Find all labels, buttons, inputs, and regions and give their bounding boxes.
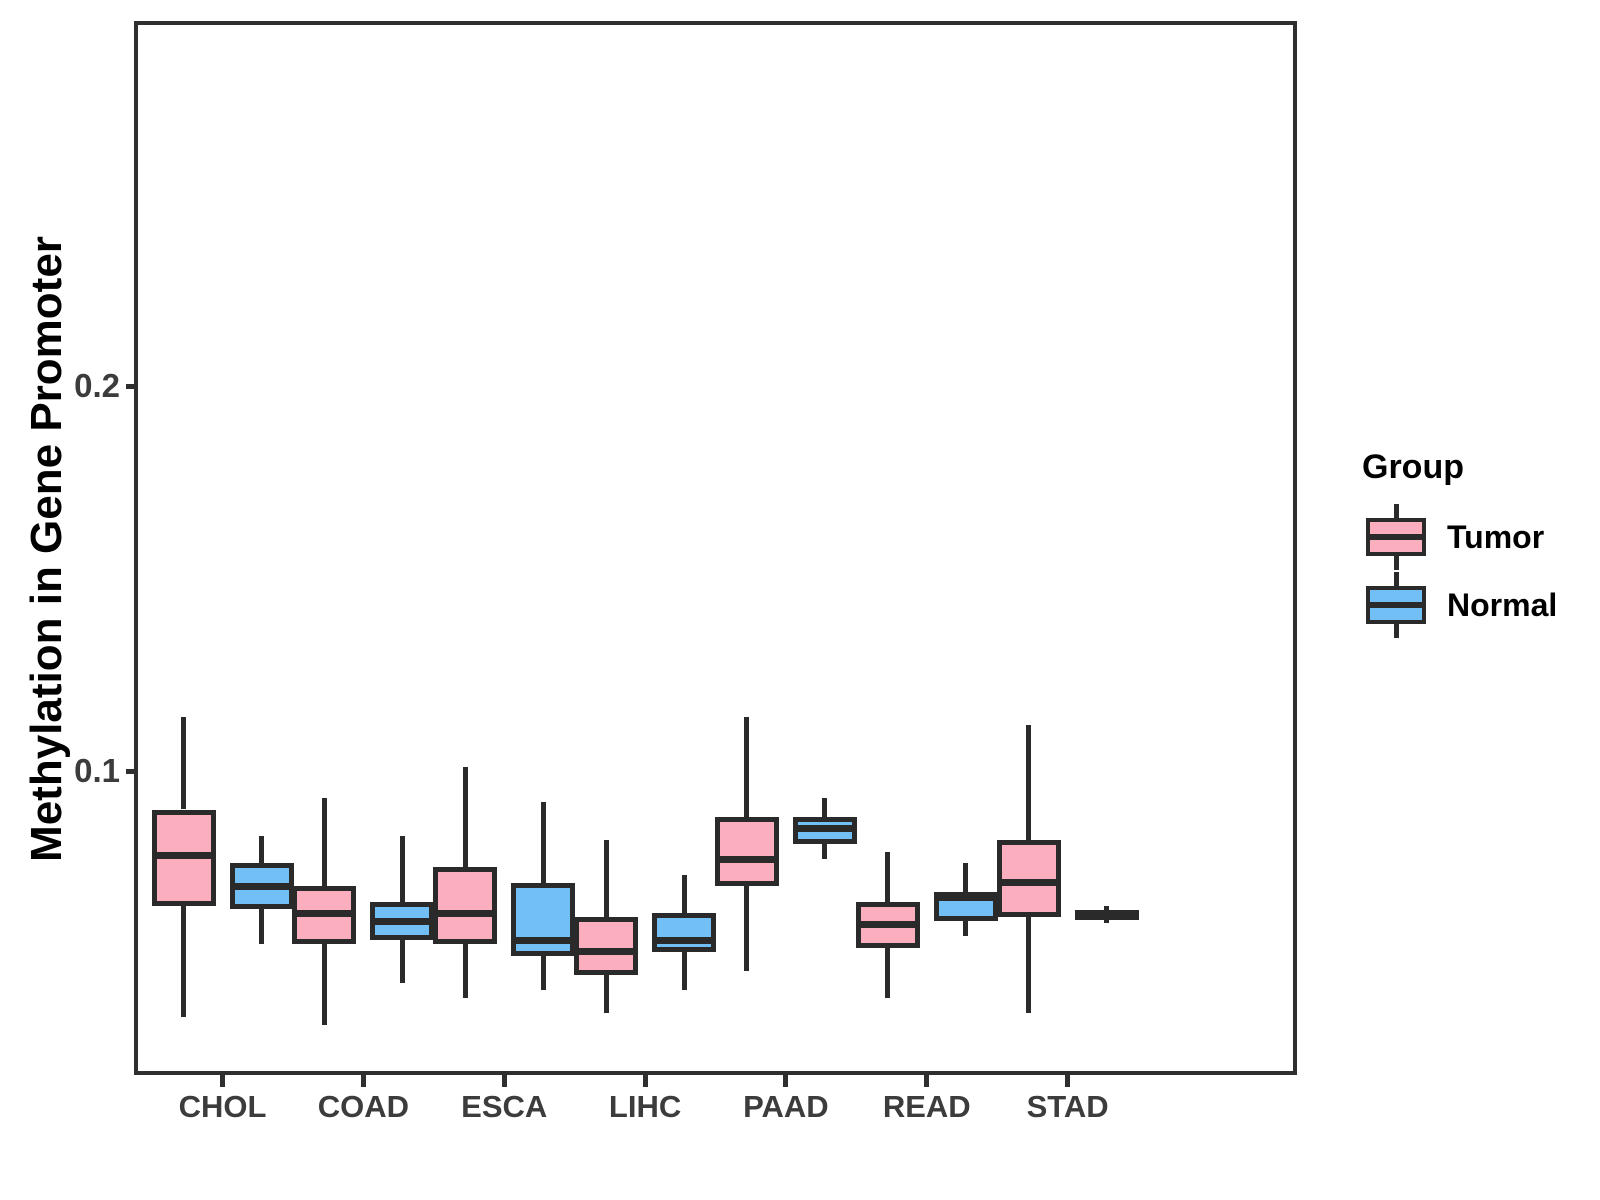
median-tumor-READ bbox=[860, 921, 915, 929]
upper-whisker-tumor-READ bbox=[885, 851, 891, 902]
legend-label-tumor: Tumor bbox=[1447, 519, 1545, 555]
upper-whisker-tumor-LIHC bbox=[603, 840, 609, 918]
box-normal-LIHC bbox=[652, 913, 717, 952]
upper-whisker-tumor-COAD bbox=[321, 797, 327, 887]
upper-whisker-normal-COAD bbox=[399, 836, 405, 902]
y-tick-mark-0.2 bbox=[126, 383, 138, 389]
lower-whisker-normal-PAAD bbox=[822, 844, 828, 860]
upper-whisker-normal-ESCA bbox=[540, 801, 546, 883]
upper-whisker-normal-LIHC bbox=[681, 874, 687, 914]
upper-whisker-normal-CHOL bbox=[259, 836, 264, 864]
lower-whisker-normal-CHOL bbox=[259, 909, 264, 945]
legend-glyph-median-tumor bbox=[1370, 534, 1422, 540]
legend-glyph-upper-whisker-normal bbox=[1393, 572, 1399, 586]
median-tumor-STAD bbox=[1001, 879, 1056, 887]
box-tumor-PAAD bbox=[714, 817, 779, 887]
x-tick-mark-READ bbox=[924, 1075, 930, 1087]
median-normal-READ bbox=[938, 894, 993, 902]
legend-glyph-upper-whisker-tumor bbox=[1393, 504, 1399, 518]
lower-whisker-normal-LIHC bbox=[681, 951, 687, 991]
upper-whisker-tumor-PAAD bbox=[744, 717, 750, 818]
lower-whisker-tumor-COAD bbox=[321, 944, 327, 1025]
x-tick-label-LIHC: LIHC bbox=[608, 1089, 682, 1124]
lower-whisker-normal-READ bbox=[963, 921, 969, 937]
median-normal-COAD bbox=[375, 917, 430, 925]
upper-whisker-tumor-STAD bbox=[1026, 724, 1032, 841]
upper-whisker-tumor-ESCA bbox=[462, 767, 468, 868]
legend-glyph-lower-whisker-normal bbox=[1393, 624, 1399, 638]
box-tumor-STAD bbox=[996, 840, 1061, 918]
y-tick-label-0.1: 0.1 bbox=[74, 752, 120, 790]
upper-whisker-normal-STAD bbox=[1104, 906, 1110, 911]
x-tick-mark-STAD bbox=[1065, 1075, 1071, 1087]
upper-whisker-normal-PAAD bbox=[822, 797, 828, 818]
y-tick-mark-0.1 bbox=[126, 768, 138, 774]
x-tick-label-PAAD: PAAD bbox=[743, 1089, 829, 1124]
x-tick-label-COAD: COAD bbox=[317, 1089, 409, 1124]
box-normal-ESCA bbox=[511, 882, 576, 956]
legend-glyph-lower-whisker-tumor bbox=[1393, 556, 1399, 570]
x-tick-label-READ: READ bbox=[882, 1089, 971, 1124]
median-tumor-ESCA bbox=[438, 909, 493, 917]
legend-glyph-median-normal bbox=[1370, 602, 1422, 608]
plot-panel bbox=[134, 21, 1297, 1075]
x-tick-mark-LIHC bbox=[642, 1075, 648, 1087]
legend-label-normal: Normal bbox=[1447, 587, 1558, 623]
lower-whisker-tumor-READ bbox=[885, 947, 891, 998]
box-tumor-ESCA bbox=[433, 867, 498, 945]
median-tumor-CHOL bbox=[156, 852, 211, 860]
x-tick-mark-CHOL bbox=[220, 1075, 225, 1087]
median-tumor-LIHC bbox=[579, 948, 634, 956]
lower-whisker-normal-STAD bbox=[1104, 919, 1110, 923]
lower-whisker-tumor-STAD bbox=[1026, 917, 1032, 1014]
x-tick-mark-COAD bbox=[360, 1075, 366, 1087]
median-tumor-PAAD bbox=[719, 855, 774, 863]
lower-whisker-tumor-PAAD bbox=[744, 886, 750, 971]
x-tick-label-ESCA: ESCA bbox=[461, 1089, 548, 1124]
y-tick-label-0.2: 0.2 bbox=[74, 367, 120, 405]
lower-whisker-normal-COAD bbox=[399, 940, 405, 983]
median-normal-LIHC bbox=[657, 936, 712, 944]
median-normal-PAAD bbox=[797, 825, 852, 833]
upper-whisker-tumor-CHOL bbox=[181, 717, 186, 810]
x-tick-label-CHOL: CHOL bbox=[178, 1089, 267, 1124]
legend-title: Group bbox=[1362, 448, 1464, 486]
median-normal-STAD bbox=[1079, 911, 1134, 919]
lower-whisker-tumor-CHOL bbox=[181, 905, 186, 1018]
lower-whisker-normal-ESCA bbox=[540, 955, 546, 991]
lower-whisker-tumor-LIHC bbox=[603, 974, 609, 1014]
x-tick-mark-ESCA bbox=[501, 1075, 507, 1087]
x-tick-label-STAD: STAD bbox=[1026, 1089, 1109, 1124]
x-tick-mark-PAAD bbox=[783, 1075, 789, 1087]
median-normal-CHOL bbox=[234, 882, 289, 890]
median-normal-ESCA bbox=[516, 936, 571, 944]
box-tumor-LIHC bbox=[574, 917, 639, 975]
median-tumor-COAD bbox=[297, 909, 352, 917]
upper-whisker-normal-READ bbox=[963, 863, 969, 893]
lower-whisker-tumor-ESCA bbox=[462, 944, 468, 998]
